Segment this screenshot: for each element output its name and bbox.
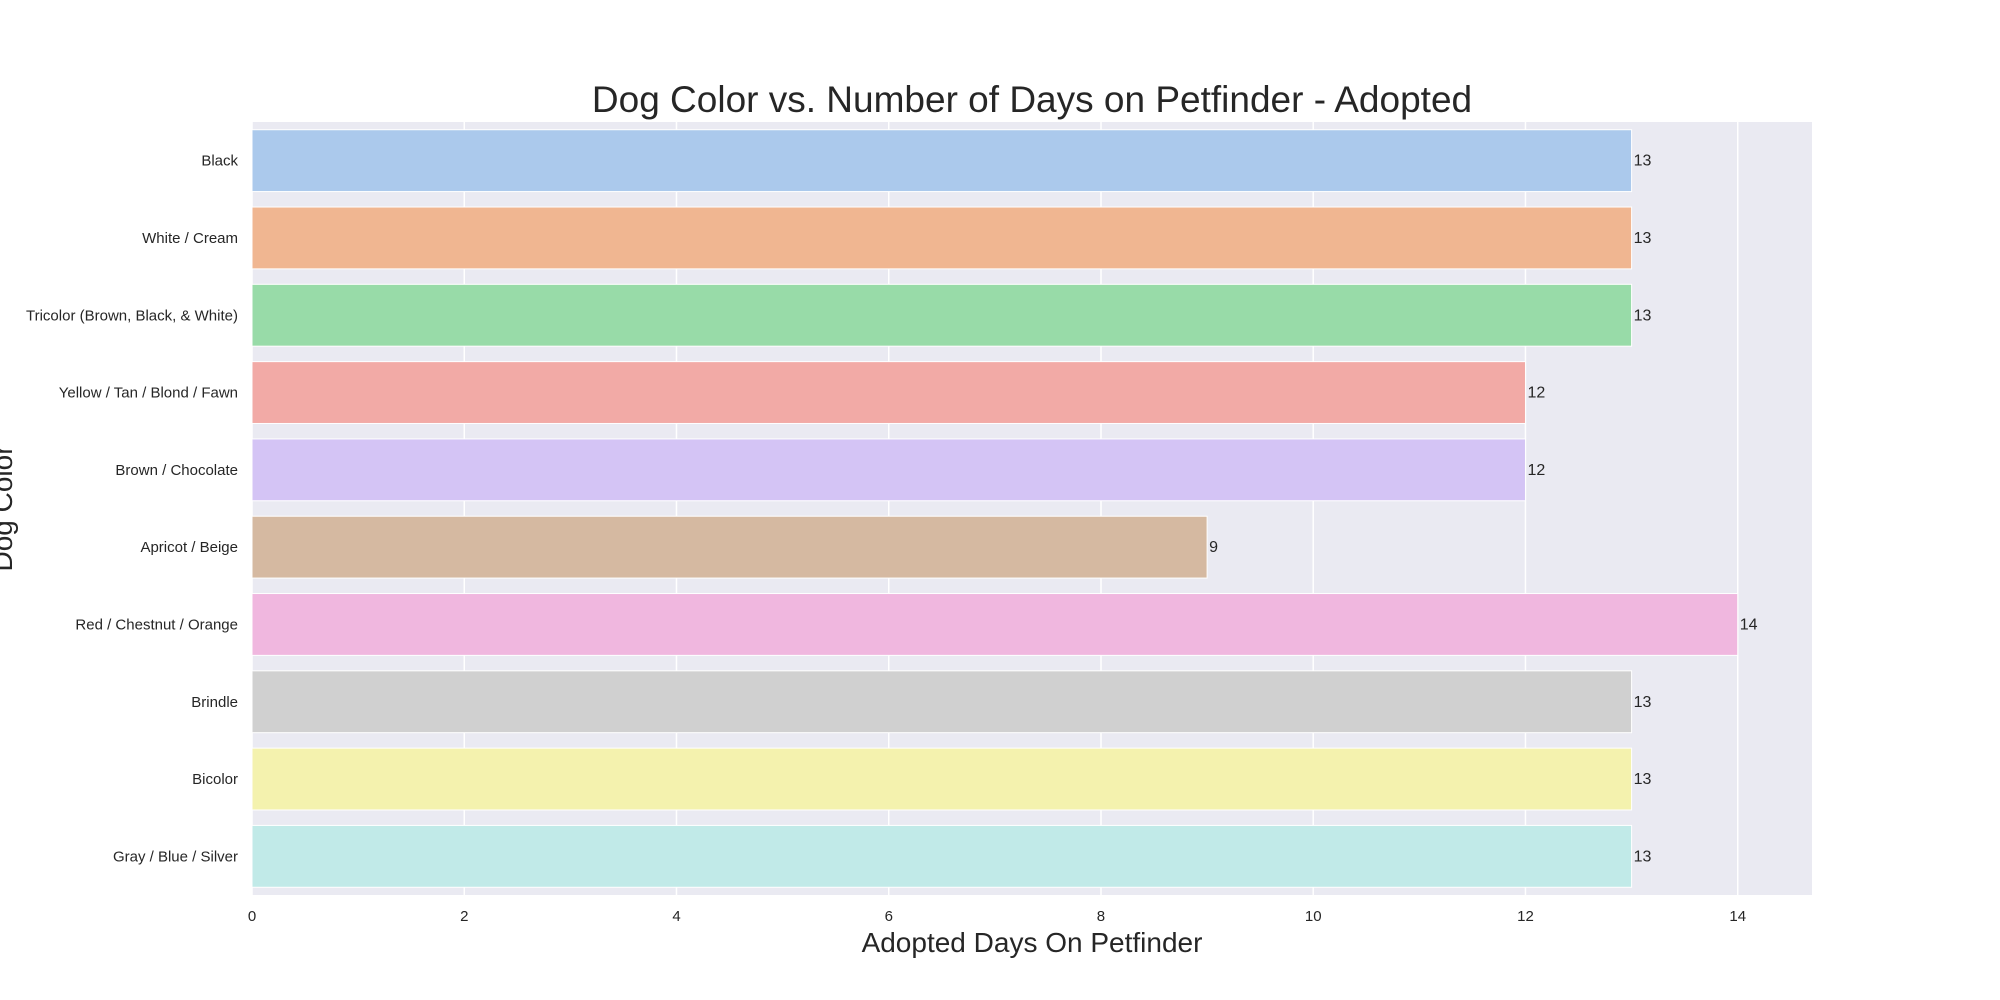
y-category-label: Brown / Chocolate <box>115 462 238 479</box>
y-category-label: Black <box>201 153 238 170</box>
x-tick-labels: 0 2 4 6 8 10 12 14 <box>248 908 1746 925</box>
x-tick-label: 4 <box>672 908 680 925</box>
y-category-label: Gray / Blue / Silver <box>113 848 238 865</box>
bar-value-label: 14 <box>1740 616 1758 633</box>
x-axis-title: Adopted Days On Petfinder <box>862 927 1203 958</box>
y-category-labels: Black White / Cream Tricolor (Brown, Black… <box>26 153 238 866</box>
bar <box>251 515 1208 579</box>
bar-value-label: 9 <box>1209 539 1218 556</box>
bar <box>251 670 1633 734</box>
bars <box>251 129 1739 888</box>
y-category-label: White / Cream <box>142 230 238 247</box>
x-tick-label: 12 <box>1517 908 1534 925</box>
x-tick-label: 10 <box>1305 908 1322 925</box>
bar <box>251 206 1633 270</box>
x-tick-label: 8 <box>1097 908 1105 925</box>
y-category-label: Red / Chestnut / Orange <box>75 616 238 633</box>
bar-value-label: 13 <box>1634 848 1652 865</box>
x-tick-label: 6 <box>885 908 893 925</box>
bar <box>251 361 1526 424</box>
data-labels: 13 13 13 12 12 9 14 13 13 13 <box>1209 153 1758 866</box>
chart-title: Dog Color vs. Number of Days on Petfinde… <box>592 79 1472 120</box>
bar-value-label: 12 <box>1527 385 1545 402</box>
x-tick-label: 2 <box>460 908 468 925</box>
bar <box>251 283 1633 347</box>
bar <box>251 129 1633 193</box>
bar-value-label: 13 <box>1634 153 1652 170</box>
y-category-label: Brindle <box>191 694 238 711</box>
y-category-label: Bicolor <box>192 771 238 788</box>
bar-value-label: 12 <box>1527 462 1545 479</box>
y-category-label: Yellow / Tan / Blond / Fawn <box>59 385 238 402</box>
bar <box>251 593 1739 656</box>
bar-value-label: 13 <box>1634 694 1652 711</box>
bar <box>251 438 1526 502</box>
bar-value-label: 13 <box>1634 307 1652 324</box>
y-category-label: Tricolor (Brown, Black, & White) <box>26 307 238 324</box>
y-category-label: Apricot / Beige <box>140 539 238 556</box>
bar <box>251 747 1633 811</box>
x-tick-label: 14 <box>1729 908 1746 925</box>
bar-value-label: 13 <box>1634 771 1652 788</box>
bar-value-label: 13 <box>1634 230 1652 247</box>
bar <box>251 824 1633 888</box>
y-axis-title: Dog Color <box>0 445 18 571</box>
x-tick-label: 0 <box>248 908 256 925</box>
